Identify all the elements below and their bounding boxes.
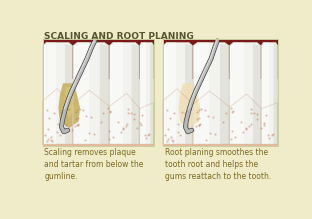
Bar — [163, 39, 278, 79]
Polygon shape — [100, 44, 109, 144]
Polygon shape — [43, 89, 154, 146]
Polygon shape — [65, 87, 74, 118]
Polygon shape — [274, 44, 278, 144]
Polygon shape — [220, 44, 229, 144]
Polygon shape — [230, 42, 244, 144]
Polygon shape — [43, 42, 56, 144]
Polygon shape — [178, 83, 200, 128]
Polygon shape — [163, 89, 278, 146]
Polygon shape — [140, 42, 154, 144]
Polygon shape — [163, 42, 176, 144]
Polygon shape — [193, 42, 209, 144]
Polygon shape — [163, 42, 193, 144]
Polygon shape — [73, 42, 109, 144]
Polygon shape — [261, 42, 269, 144]
Polygon shape — [73, 42, 89, 144]
Bar — [43, 39, 154, 146]
Polygon shape — [185, 44, 193, 144]
Bar — [163, 73, 278, 79]
Polygon shape — [132, 44, 139, 144]
FancyBboxPatch shape — [43, 39, 154, 146]
Polygon shape — [253, 44, 261, 144]
Polygon shape — [178, 83, 200, 128]
Text: SCALING AND ROOT PLANING: SCALING AND ROOT PLANING — [44, 32, 193, 41]
Polygon shape — [43, 42, 72, 144]
Polygon shape — [110, 42, 123, 144]
Text: Scaling removes plaque
and tartar from below the
gumline.: Scaling removes plaque and tartar from b… — [44, 148, 144, 181]
Bar — [163, 39, 278, 146]
Polygon shape — [110, 42, 139, 144]
Polygon shape — [150, 44, 154, 144]
Polygon shape — [65, 44, 72, 144]
Polygon shape — [230, 42, 261, 144]
Bar — [43, 39, 154, 79]
Text: Root planing smoothes the
tooth root and helps the
gums reattach to the tooth.: Root planing smoothes the tooth root and… — [164, 148, 271, 181]
FancyBboxPatch shape — [163, 39, 278, 146]
Polygon shape — [58, 83, 80, 128]
Polygon shape — [261, 42, 278, 144]
Polygon shape — [193, 42, 229, 144]
Bar — [43, 73, 154, 79]
Polygon shape — [140, 42, 146, 144]
